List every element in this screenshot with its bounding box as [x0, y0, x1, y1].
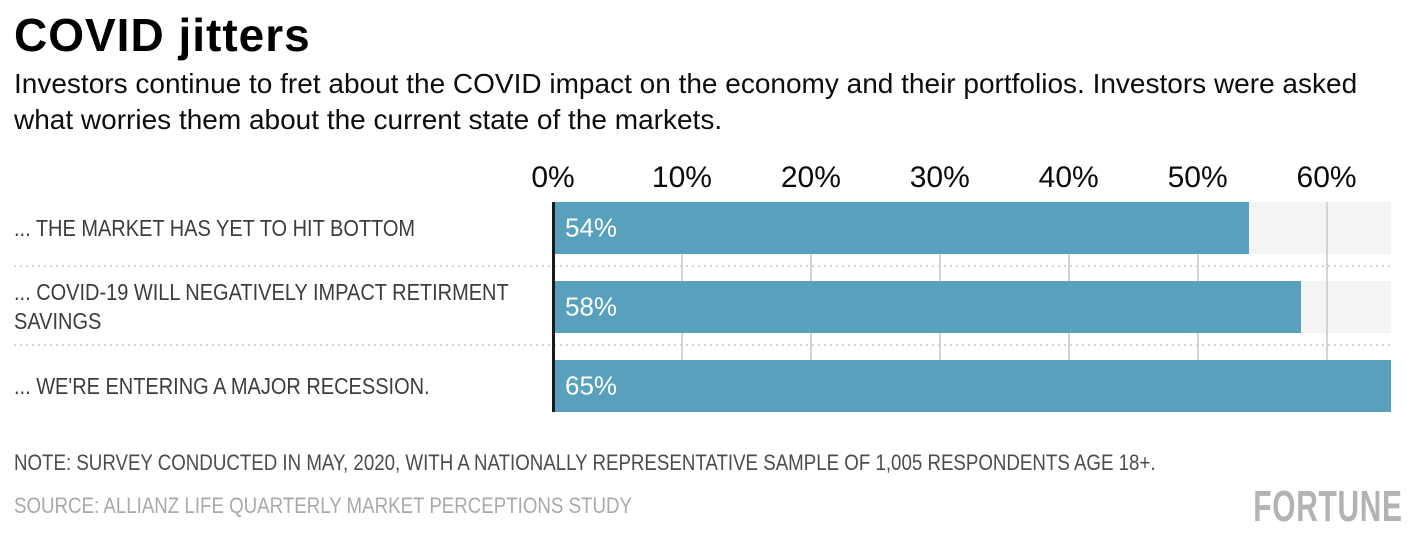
- category-label: ... COVID-19 WILL NEGATIVELY IMPACT RETI…: [14, 279, 509, 334]
- chart-note: NOTE: SURVEY CONDUCTED IN MAY, 2020, WIT…: [14, 450, 1156, 475]
- bar: 58%: [553, 281, 1301, 333]
- bar: 54%: [553, 202, 1250, 254]
- x-axis-tick-label: 10%: [651, 161, 712, 194]
- zero-axis-line: [552, 202, 555, 412]
- chart-source: SOURCE: ALLIANZ LIFE QUARTERLY MARKET PE…: [14, 493, 632, 518]
- fortune-logo: FORTUNE: [1253, 482, 1403, 531]
- x-axis: 0% 10% 20% 30% 40% 50% 60%: [531, 161, 1391, 197]
- x-axis-tick-label: 20%: [780, 161, 841, 194]
- x-axis-tick-label: 30%: [909, 161, 970, 194]
- x-axis-tick-label: 0%: [531, 161, 575, 194]
- category-label: ... WE'RE ENTERING A MAJOR RECESSION.: [14, 372, 430, 399]
- x-axis-tick-label: 40%: [1038, 161, 1099, 194]
- bar: 65%: [553, 360, 1391, 412]
- bar-value-label: 58%: [565, 291, 618, 322]
- row-separator: [14, 344, 1391, 346]
- bar-value-label: 65%: [565, 370, 618, 401]
- chart-subtitle: Investors continue to fret about the COV…: [14, 68, 1358, 135]
- x-axis-tick-label: 50%: [1167, 161, 1228, 194]
- plot-area: 54% 58% 65%: [552, 202, 1391, 412]
- row-separator: [14, 265, 1391, 267]
- x-axis-tick-label: 60%: [1296, 161, 1357, 194]
- bar-value-label: 54%: [565, 212, 618, 243]
- gridline: [1325, 202, 1328, 412]
- page-title: COVID jitters: [14, 9, 311, 61]
- category-label: ... THE MARKET HAS YET TO HIT BOTTOM: [14, 214, 416, 241]
